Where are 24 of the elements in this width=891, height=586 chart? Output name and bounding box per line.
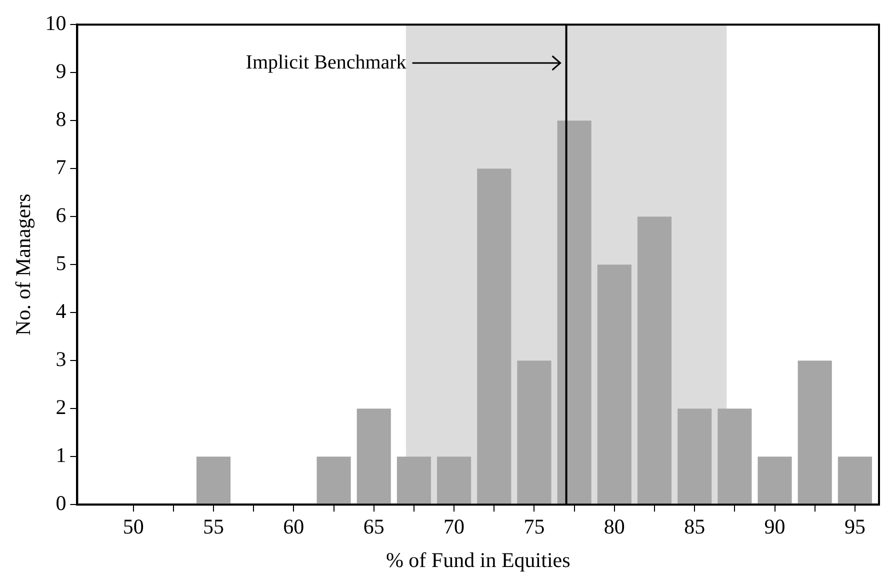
y-tick-label: 1: [56, 443, 66, 468]
y-tick-label: 7: [56, 155, 66, 180]
y-tick-label: 4: [56, 299, 67, 324]
x-tick-label: 90: [764, 514, 786, 539]
x-tick-label: 55: [203, 514, 224, 539]
y-tick-label: 10: [45, 11, 66, 36]
x-tick-label: 95: [844, 514, 866, 539]
ref-line-label: Implicit Benchmark: [246, 51, 406, 74]
x-tick-label: 75: [524, 514, 545, 539]
x-tick-label: 80: [604, 514, 625, 539]
y-tick-label: 9: [56, 59, 66, 84]
x-tick-label: 85: [684, 514, 706, 539]
y-tick-label: 0: [56, 491, 66, 516]
y-tick-label: 8: [56, 107, 66, 132]
x-tick-label: 70: [444, 514, 465, 539]
y-tick-label: 3: [56, 347, 66, 372]
y-tick-label: 6: [56, 203, 66, 228]
y-axis-title: No. of Managers: [11, 194, 36, 336]
x-tick-label: 65: [363, 514, 384, 539]
x-tick-label: 60: [283, 514, 304, 539]
y-tick-label: 2: [56, 395, 66, 420]
x-tick-label: 50: [122, 514, 144, 539]
x-axis-title: % of Fund in Equities: [386, 548, 570, 572]
y-tick-label: 5: [56, 251, 66, 276]
